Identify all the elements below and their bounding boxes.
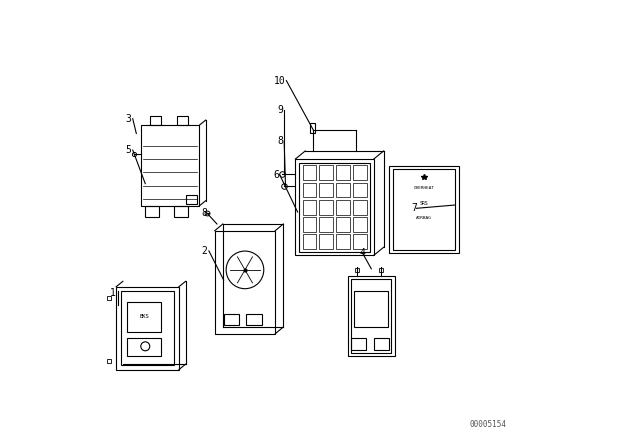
- Bar: [174, 206, 188, 217]
- Text: BKS: BKS: [139, 314, 149, 319]
- Bar: [353, 200, 367, 215]
- Bar: [177, 116, 188, 125]
- Bar: [303, 200, 316, 215]
- Bar: [299, 163, 370, 252]
- Bar: [303, 183, 316, 197]
- Text: OVERHEAT: OVERHEAT: [413, 186, 435, 190]
- Bar: [310, 123, 315, 133]
- Bar: [127, 302, 161, 332]
- Text: 7: 7: [412, 203, 418, 213]
- Bar: [319, 183, 333, 197]
- Bar: [186, 195, 197, 204]
- Bar: [215, 231, 275, 334]
- Text: 4: 4: [360, 248, 365, 258]
- Bar: [353, 183, 367, 197]
- Text: 5: 5: [125, 145, 131, 155]
- Bar: [116, 287, 179, 370]
- Bar: [353, 217, 367, 232]
- Bar: [393, 169, 455, 250]
- Bar: [150, 116, 161, 125]
- Text: 8: 8: [202, 208, 207, 218]
- Bar: [319, 217, 333, 232]
- Bar: [319, 200, 333, 215]
- Bar: [337, 234, 349, 249]
- Text: 00005154: 00005154: [470, 420, 506, 429]
- Text: 3: 3: [125, 114, 131, 124]
- Bar: [127, 338, 161, 356]
- Text: 1: 1: [109, 289, 115, 298]
- Bar: [303, 217, 316, 232]
- Text: SRS: SRS: [420, 201, 428, 206]
- Bar: [351, 338, 366, 350]
- Bar: [319, 234, 333, 249]
- Bar: [319, 165, 333, 180]
- Bar: [141, 125, 199, 206]
- Bar: [337, 165, 349, 180]
- Bar: [246, 314, 262, 325]
- Bar: [337, 183, 349, 197]
- Text: 6: 6: [273, 170, 279, 180]
- Text: 8: 8: [278, 136, 284, 146]
- Bar: [353, 234, 367, 249]
- Bar: [337, 200, 349, 215]
- Bar: [389, 166, 459, 253]
- Text: 10: 10: [275, 76, 286, 86]
- Bar: [374, 338, 388, 350]
- Bar: [224, 314, 239, 325]
- Bar: [296, 159, 374, 255]
- Bar: [351, 279, 391, 353]
- Bar: [353, 165, 367, 180]
- Bar: [303, 165, 316, 180]
- Bar: [121, 291, 175, 365]
- Bar: [355, 291, 388, 327]
- Text: AIRBAG: AIRBAG: [416, 216, 432, 220]
- Text: 9: 9: [278, 105, 284, 115]
- Bar: [348, 276, 395, 356]
- Bar: [337, 217, 349, 232]
- Bar: [145, 206, 159, 217]
- Text: 2: 2: [202, 246, 207, 256]
- Bar: [303, 234, 316, 249]
